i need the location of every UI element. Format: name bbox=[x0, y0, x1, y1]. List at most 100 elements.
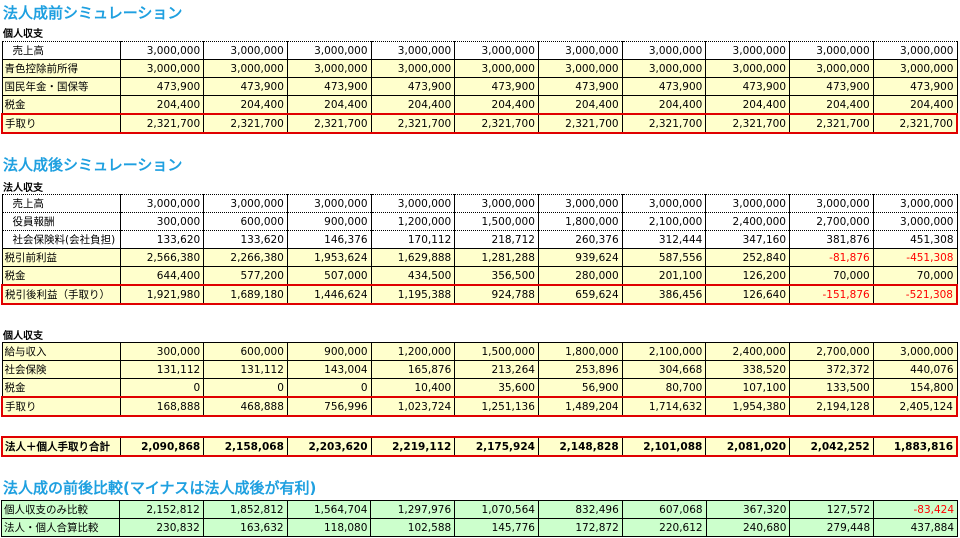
table-cell: 1,200,000 bbox=[370, 342, 456, 361]
table-cell: 218,712 bbox=[454, 230, 539, 249]
table-cell: 1,489,204 bbox=[537, 396, 623, 417]
table-cell: 2,100,000 bbox=[621, 342, 707, 361]
table-cell: 372,372 bbox=[789, 360, 874, 379]
post-section-title: 法人成後シミュレーション bbox=[3, 156, 183, 174]
table-cell: 473,900 bbox=[789, 77, 874, 96]
table-row: 税金 0 0 0 10,400 35,600 56,900 80,700 107,100 133,… bbox=[1, 378, 958, 398]
table-cell: 154,800 bbox=[872, 378, 958, 398]
table-cell: 70,000 bbox=[789, 266, 874, 286]
table-cell: 756,996 bbox=[286, 396, 372, 417]
table-cell: 2,321,700 bbox=[454, 113, 539, 134]
compare-section-title: 法人成の前後比較(マイナスは法人成後が有利) bbox=[3, 479, 317, 497]
table-cell: 473,900 bbox=[537, 77, 623, 96]
table-cell: 3,000,000 bbox=[789, 194, 874, 213]
table-cell: 2,321,700 bbox=[705, 113, 790, 134]
table-cell: 3,000,000 bbox=[454, 59, 539, 78]
table-cell: 3,000,000 bbox=[537, 41, 623, 60]
table-cell: 2,321,700 bbox=[119, 113, 205, 134]
table-cell: 3,000,000 bbox=[370, 41, 456, 60]
table-cell: 252,840 bbox=[705, 248, 790, 267]
row-label: 税金 bbox=[1, 378, 121, 398]
table-cell: 204,400 bbox=[370, 95, 456, 115]
table-cell: 3,000,000 bbox=[872, 41, 958, 60]
table-cell: -451,308 bbox=[872, 248, 958, 267]
table-cell: 600,000 bbox=[203, 212, 288, 231]
table-cell: 437,884 bbox=[873, 518, 958, 537]
table-cell: 1,800,000 bbox=[537, 212, 623, 231]
post-subtitle: 法人収支 bbox=[3, 183, 43, 194]
table-cell: 3,000,000 bbox=[370, 59, 456, 78]
table-cell: 3,000,000 bbox=[203, 194, 288, 213]
table-cell: 434,500 bbox=[370, 266, 456, 286]
table-cell: 2,700,000 bbox=[789, 212, 874, 231]
table-cell: 386,456 bbox=[621, 284, 707, 305]
table-cell: 473,900 bbox=[370, 77, 456, 96]
table-cell: 338,520 bbox=[705, 360, 790, 379]
row-label: 売上高 bbox=[1, 41, 121, 60]
table-cell: 2,090,868 bbox=[119, 436, 205, 457]
table-cell: 146,376 bbox=[286, 230, 372, 249]
table-cell: 80,700 bbox=[621, 378, 707, 398]
table-cell: 3,000,000 bbox=[286, 59, 372, 78]
table-cell: 1,195,388 bbox=[370, 284, 456, 305]
table-cell: -81,876 bbox=[789, 248, 874, 267]
table-cell: 2,152,812 bbox=[119, 500, 204, 519]
table-cell: 2,566,380 bbox=[119, 248, 205, 267]
table-cell: 3,000,000 bbox=[872, 342, 958, 361]
table-cell: 312,444 bbox=[621, 230, 707, 249]
table-cell: 204,400 bbox=[537, 95, 623, 115]
table-cell: 3,000,000 bbox=[119, 194, 205, 213]
row-label: 税金 bbox=[1, 266, 121, 286]
table-row: 売上高 3,000,000 3,000,000 3,000,000 3,000,000 3… bbox=[1, 194, 958, 213]
table-cell: 170,112 bbox=[370, 230, 456, 249]
table-cell: 2,100,000 bbox=[621, 212, 707, 231]
table-cell: 3,000,000 bbox=[705, 41, 790, 60]
table-cell: 3,000,000 bbox=[203, 59, 288, 78]
table-cell: 133,620 bbox=[119, 230, 205, 249]
table-row: 税金 204,400 204,400 204,400 204,400 204,400 204… bbox=[1, 95, 958, 115]
table-cell: 3,000,000 bbox=[454, 194, 539, 213]
table-cell: 2,081,020 bbox=[705, 436, 790, 457]
table-cell: 587,556 bbox=[621, 248, 707, 267]
table-cell: 939,624 bbox=[537, 248, 623, 267]
table-row: 青色控除前所得 3,000,000 3,000,000 3,000,000 3,000,… bbox=[1, 59, 958, 78]
pre-table: 売上高 3,000,000 3,000,000 3,000,000 3,000,000 3… bbox=[1, 41, 958, 134]
table-row: 法人・個人合算比較 230,832 163,632 118,080 102,588 145… bbox=[1, 518, 958, 537]
table-cell: 659,624 bbox=[537, 284, 623, 305]
table-cell: 107,100 bbox=[705, 378, 790, 398]
table-cell: 3,000,000 bbox=[454, 41, 539, 60]
table-cell: 1,852,812 bbox=[202, 500, 288, 519]
table-cell: 2,321,700 bbox=[370, 113, 456, 134]
table-cell: 280,000 bbox=[537, 266, 623, 286]
table-cell: 0 bbox=[203, 378, 288, 398]
table-cell: 3,000,000 bbox=[872, 212, 958, 231]
table-cell: 381,876 bbox=[789, 230, 874, 249]
table-cell: 253,896 bbox=[537, 360, 623, 379]
table-cell: 2,158,068 bbox=[203, 436, 288, 457]
table-cell: -151,876 bbox=[789, 284, 874, 305]
table-cell: 473,900 bbox=[621, 77, 707, 96]
table-cell: 126,640 bbox=[705, 284, 790, 305]
table-cell: 127,572 bbox=[789, 500, 875, 519]
table-cell: 204,400 bbox=[789, 95, 874, 115]
table-cell: 3,000,000 bbox=[872, 194, 958, 213]
table-cell: 145,776 bbox=[454, 518, 539, 537]
table-row: 社会保険料(会社負担) 133,620 133,620 146,376 170,112 2… bbox=[1, 230, 958, 249]
row-label: 売上高 bbox=[1, 194, 121, 213]
table-cell: 356,500 bbox=[454, 266, 539, 286]
table-cell: 220,612 bbox=[621, 518, 707, 537]
table-cell: 2,405,124 bbox=[872, 396, 958, 417]
table-cell: 1,023,724 bbox=[370, 396, 456, 417]
table-cell: 201,100 bbox=[621, 266, 707, 286]
table-cell: 2,321,700 bbox=[872, 113, 958, 134]
table-cell: 165,876 bbox=[370, 360, 456, 379]
table-cell: 10,400 bbox=[370, 378, 456, 398]
table-cell: 1,629,888 bbox=[370, 248, 456, 267]
table-cell: 2,175,924 bbox=[454, 436, 539, 457]
table-cell: 204,400 bbox=[705, 95, 790, 115]
table-cell: 3,000,000 bbox=[705, 194, 790, 213]
table-cell: 577,200 bbox=[203, 266, 288, 286]
table-row: 個人収支のみ比較 2,152,812 1,852,812 1,564,704 1,297… bbox=[1, 500, 958, 519]
table-cell: 213,264 bbox=[454, 360, 539, 379]
table-cell: 0 bbox=[286, 378, 372, 398]
